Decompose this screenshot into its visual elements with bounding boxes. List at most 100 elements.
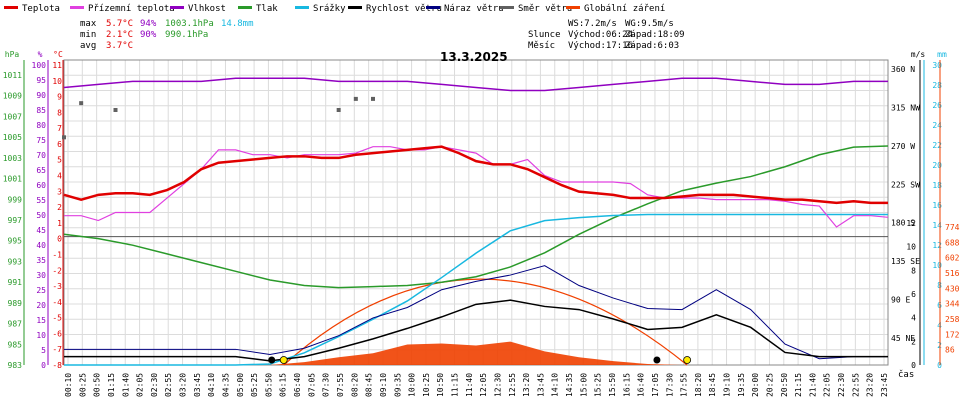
stat-value: avg [80, 41, 97, 51]
series-wind-gust [64, 265, 888, 360]
wind-direction-point [371, 96, 375, 101]
pct-axis-tick: 10 [36, 331, 46, 340]
legend-label: Přízemní teplota [88, 4, 175, 14]
stat-value: 90% [140, 30, 157, 40]
x-tick-label: 23:20 [866, 373, 875, 397]
legend-item: Teplota [4, 4, 60, 14]
x-tick-label: 07:55 [336, 373, 345, 397]
series-temperature [63, 145, 888, 205]
x-axis-label: čas [898, 369, 914, 380]
legend-item: Přízemní teplota [70, 4, 175, 14]
x-tick-label: 06:15 [279, 373, 288, 397]
sun-marker [683, 356, 692, 364]
legend-label: Teplota [22, 4, 60, 14]
legend-item: Směr větru [500, 4, 572, 14]
stat-value: 1003.1hPa [165, 19, 214, 29]
wm2-axis-tick: 516 [945, 269, 960, 278]
series-radiation [64, 341, 888, 365]
celsius-axis-tick: 4 [57, 172, 62, 181]
pct-axis-tick: 80 [36, 121, 46, 130]
mm-axis-tick: 16 [932, 201, 942, 210]
x-tick-label: 15:00 [579, 373, 588, 397]
mm-axis-tick: 22 [932, 141, 942, 150]
pct-axis: 1009590858075706560555045403530252015105… [32, 61, 47, 370]
x-tick-label: 07:05 [307, 373, 316, 397]
pct-axis-tick: 60 [36, 181, 46, 190]
hpa-axis-tick: 1005 [3, 133, 22, 142]
stat-value: 14.8mm [221, 19, 254, 29]
hpa-axis-tick: 1011 [3, 71, 22, 80]
deg-axis-tick: 270 W [891, 142, 915, 151]
stat-value: Slunce [528, 30, 561, 40]
ms-axis-tick: 2 [911, 337, 916, 346]
hpa-axis-tick: 987 [8, 320, 23, 329]
x-tick-label: 04:10 [207, 373, 216, 397]
pct-axis-tick: 20 [36, 301, 46, 310]
legend-swatch [238, 6, 252, 9]
x-tick-label: 16:15 [622, 373, 631, 397]
wind-direction-point [62, 135, 66, 140]
legend-label: Tlak [256, 4, 278, 14]
deg-axis-tick: 360 N [891, 65, 915, 74]
stat-value: 3.7°C [106, 41, 134, 51]
stat-value: Měsíc [528, 41, 556, 51]
x-tick-label: 18:20 [694, 373, 703, 397]
x-tick-label: 12:05 [479, 373, 488, 397]
wind-direction-point [353, 96, 358, 101]
sun-marker [279, 356, 288, 364]
hpa-axis-tick: 1007 [3, 112, 22, 121]
pct-axis-tick: 95 [36, 76, 46, 85]
deg-axis-tick: 45 NE [891, 334, 915, 343]
ms-axis-tick: 0 [911, 361, 916, 370]
hpa-axis-tick: 1001 [3, 175, 22, 184]
x-tick-label: 16:40 [637, 373, 646, 397]
wm2-axis-tick: 688 [945, 238, 960, 247]
x-tick-label: 01:40 [121, 373, 130, 397]
deg-axis-tick: 180 S [891, 219, 915, 228]
moon-marker [653, 356, 661, 364]
x-tick-label: 22:05 [823, 373, 832, 397]
celsius-axis-tick: -5 [52, 314, 62, 323]
mm-axis-tick: 30 [932, 61, 942, 70]
celsius-axis-tick: 9 [57, 93, 62, 102]
mm-axis-tick: 12 [932, 241, 942, 250]
x-tick-label: 15:50 [608, 373, 617, 397]
hpa-axis-tick: 989 [8, 299, 23, 308]
legend-item: Srážky [295, 4, 346, 14]
celsius-axis-tick: -6 [52, 329, 62, 338]
hpa-axis-tick: 1009 [3, 92, 22, 101]
celsius-axis-tick: -2 [52, 266, 62, 275]
stat-value: Západ:18:09 [625, 30, 685, 40]
x-tick-label: 08:45 [365, 373, 374, 397]
x-tick-label: 11:15 [451, 373, 460, 397]
legend-item: Globální záření [566, 4, 665, 14]
mm-axis-tick: 28 [932, 81, 942, 90]
ms-axis-tick: 12 [906, 219, 916, 228]
celsius-axis-tick: 8 [57, 108, 62, 117]
celsius-axis-tick: 0 [57, 235, 62, 244]
x-tick-label: 22:30 [837, 373, 846, 397]
celsius-axis-tick: -1 [52, 250, 62, 259]
hpa-axis-tick: 993 [8, 257, 23, 266]
legend-item: Náraz větru [426, 4, 504, 14]
x-tick-label: 01:15 [107, 373, 116, 397]
x-tick-label: 14:35 [565, 373, 574, 397]
mm-axis-tick: 24 [932, 121, 942, 130]
celsius-axis-tick: 2 [57, 203, 62, 212]
ms-axis-tick: 8 [911, 266, 916, 275]
wm2-axis-tick: 86 [945, 346, 955, 355]
legend-label: Vlhkost [188, 4, 226, 14]
x-tick-label: 07:30 [322, 373, 331, 397]
stat-value: 94% [140, 19, 157, 29]
x-tick-label: 02:05 [136, 373, 145, 397]
hpa-axis-tick: 985 [8, 340, 23, 349]
pct-axis-tick: 90 [36, 91, 46, 100]
x-tick-label: 21:40 [808, 373, 817, 397]
celsius-axis-tick: 11 [52, 61, 62, 70]
x-tick-label: 10:25 [422, 373, 431, 397]
series-humidity [63, 77, 888, 92]
legend-swatch [348, 6, 362, 9]
x-tick-label: 13:20 [522, 373, 531, 397]
